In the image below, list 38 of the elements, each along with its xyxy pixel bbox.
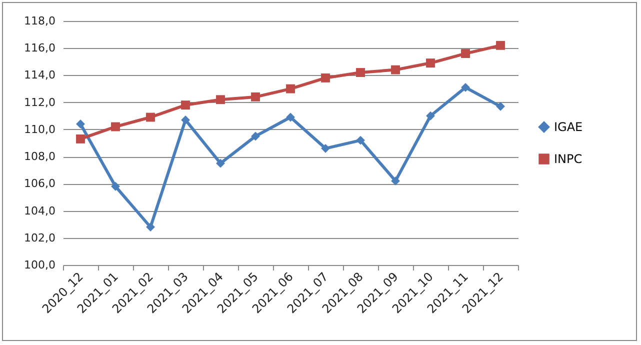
- y-tick-label: 110,0: [24, 122, 56, 136]
- y-tick-label: 100,0: [24, 258, 56, 272]
- point: [251, 132, 260, 141]
- point: [76, 120, 85, 128]
- point: [251, 92, 260, 102]
- point: [111, 182, 120, 191]
- point: [321, 73, 330, 82]
- point: [181, 100, 190, 110]
- point: [216, 158, 225, 168]
- point: [461, 49, 470, 58]
- point: [356, 68, 365, 77]
- point: [286, 84, 295, 94]
- y-tick-label: 118,0: [24, 14, 56, 28]
- y-tick-label: 114,0: [24, 68, 56, 82]
- point: [461, 82, 470, 92]
- point: [146, 222, 155, 232]
- point: [286, 112, 295, 122]
- y-tick-label: 102,0: [24, 231, 56, 244]
- point: [496, 102, 505, 111]
- point: [146, 112, 155, 122]
- point: [321, 144, 330, 153]
- point: [181, 115, 190, 124]
- point: [391, 176, 400, 186]
- point: [496, 40, 505, 50]
- point: [76, 134, 85, 144]
- y-tick-label: 108,0: [24, 150, 56, 164]
- legend-label: INPC: [554, 152, 582, 166]
- point: [391, 65, 400, 74]
- point: [356, 136, 365, 145]
- y-tick-label: 106,0: [24, 177, 56, 190]
- y-tick-label: 116,0: [24, 42, 56, 55]
- point: [426, 111, 435, 120]
- point: [216, 95, 225, 104]
- point: [426, 58, 435, 68]
- legend-label: IGAE: [554, 120, 583, 134]
- point: [111, 122, 120, 132]
- y-tick-label: 104,0: [24, 204, 56, 218]
- y-tick-label: 112,0: [24, 96, 56, 109]
